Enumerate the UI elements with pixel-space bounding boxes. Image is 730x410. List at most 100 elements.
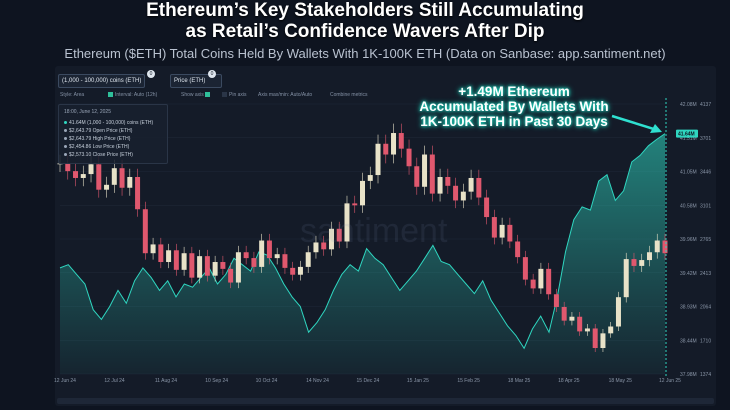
holder-area-line [59, 133, 666, 350]
price-candle [631, 259, 637, 266]
interval-select[interactable]: Interval: Auto (12h) [108, 92, 157, 98]
tooltip-date: 18:00, June 12, 2025 [64, 109, 111, 115]
pin-axis-checkbox[interactable] [222, 92, 227, 98]
price-candle [251, 258, 257, 267]
price-candle [608, 326, 614, 334]
x-axis-tick-label: 10 Sep 24 [205, 378, 228, 384]
accumulation-annotation: +1.49M Ethereum Accumulated By Wallets W… [400, 84, 628, 129]
price-candle [398, 133, 404, 149]
left-axis-tick-label: 38.44M [680, 338, 697, 344]
x-axis-tick-label: 15 Jan 25 [407, 378, 429, 384]
price-candle [468, 177, 474, 192]
series-dot-icon [64, 145, 67, 149]
title-line-2: as Retail’s Confidence Wavers After Dip [185, 21, 545, 42]
chart-subtitle: Ethereum ($ETH) Total Coins Held By Wall… [64, 46, 666, 61]
price-candle [383, 143, 389, 155]
holder-area-fill [60, 133, 665, 374]
tab-holder-metric-badge: 0 [147, 70, 155, 78]
style-select[interactable]: Style: Area [60, 92, 85, 98]
annotation-line-1: +1.49M Ethereum [458, 84, 570, 99]
price-candle [290, 267, 296, 275]
pin-axis-toggle[interactable]: Pin axis [222, 92, 247, 98]
price-candle [282, 254, 288, 268]
price-candle [592, 328, 598, 349]
tooltip-row: $2,454.86 Low Price (ETH) [64, 144, 129, 150]
show-axis-checkbox[interactable] [205, 92, 211, 98]
price-candle [313, 242, 319, 253]
price-candle [321, 242, 327, 250]
title-line-1: Ethereum’s Key Stakeholders Still Accumu… [146, 0, 584, 21]
price-candle [166, 250, 172, 263]
price-candle [530, 279, 536, 289]
left-axis-tick-label: 40.58M [680, 203, 697, 209]
price-candle [305, 252, 311, 267]
right-axis-tick-label: 2064 [700, 305, 711, 311]
series-dot-icon [64, 121, 67, 125]
price-candle [476, 177, 482, 198]
tooltip-row: $2,573.10 Close Price (ETH) [64, 152, 133, 158]
price-candle [615, 297, 621, 327]
price-candle [654, 240, 660, 253]
price-candle [391, 133, 397, 155]
price-candle [584, 328, 590, 332]
tooltip-value: $2,643.79 Open Price (ETH) [69, 128, 133, 134]
annotation-arrow [611, 114, 662, 133]
current-value-badge [676, 129, 698, 138]
tooltip-row: $2,643.79 Open Price (ETH) [64, 128, 132, 134]
price-candle [460, 191, 466, 201]
right-axis-tick-label: 3101 [700, 203, 711, 209]
price-candle [158, 244, 164, 263]
price-candle [344, 203, 350, 242]
price-candle [515, 241, 521, 258]
x-axis-tick-label: 18 Mar 25 [508, 378, 531, 384]
price-candle [414, 166, 420, 187]
price-candle [662, 240, 668, 254]
price-candle [150, 244, 156, 254]
annotation-line-3: 1K-100K ETH in Past 30 Days [420, 114, 608, 129]
show-axis-toggle[interactable]: Show axis [181, 92, 212, 98]
price-candle [507, 224, 513, 242]
price-candle [499, 224, 505, 238]
series-dot-icon [64, 129, 67, 133]
axis-max-min-select[interactable]: Axis max/min: Auto/Auto [258, 92, 313, 98]
left-axis-tick-label: 39.42M [680, 271, 697, 277]
price-candle [181, 253, 187, 270]
x-axis-tick-label: 18 May 25 [609, 378, 633, 384]
tab-holder-metric[interactable]: (1,000 - 100,000) coins (ETH) [58, 74, 146, 88]
price-candle [352, 203, 358, 206]
price-candle [429, 154, 435, 194]
right-axis-tick-label: 1710 [700, 338, 711, 344]
price-candle [484, 197, 490, 218]
x-axis-tick-label: 11 Aug 24 [155, 378, 177, 384]
price-candle [197, 256, 203, 278]
price-candle [360, 180, 365, 206]
timeline-scrollbar[interactable] [57, 398, 714, 404]
interval-checkbox[interactable] [108, 92, 113, 98]
price-candle [189, 253, 195, 278]
data-tooltip: 18:00, June 12, 2025 41.64M (1,000 - 100… [58, 104, 168, 164]
right-axis-tick-label: 2413 [700, 271, 711, 277]
left-axis-tick-label: 37.98M [680, 372, 697, 378]
price-candle [445, 176, 451, 186]
tab-price-metric[interactable]: Price (ETH) [170, 74, 222, 88]
price-candle [491, 217, 497, 238]
price-candle [127, 176, 133, 188]
price-candle [646, 252, 652, 261]
right-axis-tick-label: 4137 [700, 102, 711, 108]
chart-title: Ethereum’s Key Stakeholders Still Accumu… [0, 0, 730, 44]
price-candle [367, 175, 373, 181]
price-candle [266, 240, 272, 259]
price-candle [561, 306, 567, 321]
price-candle [80, 174, 86, 178]
price-candle [639, 260, 645, 266]
price-candle [453, 185, 459, 201]
combine-metrics-button[interactable]: Combine metrics [330, 92, 368, 98]
santiment-watermark: santiment [300, 212, 448, 250]
tooltip-value: $2,573.10 Close Price (ETH) [69, 152, 133, 158]
price-candle [65, 163, 71, 172]
price-candle [135, 176, 141, 210]
price-candle [96, 164, 102, 190]
price-candle [569, 316, 575, 321]
price-candle [142, 209, 148, 254]
price-candle [104, 184, 110, 190]
